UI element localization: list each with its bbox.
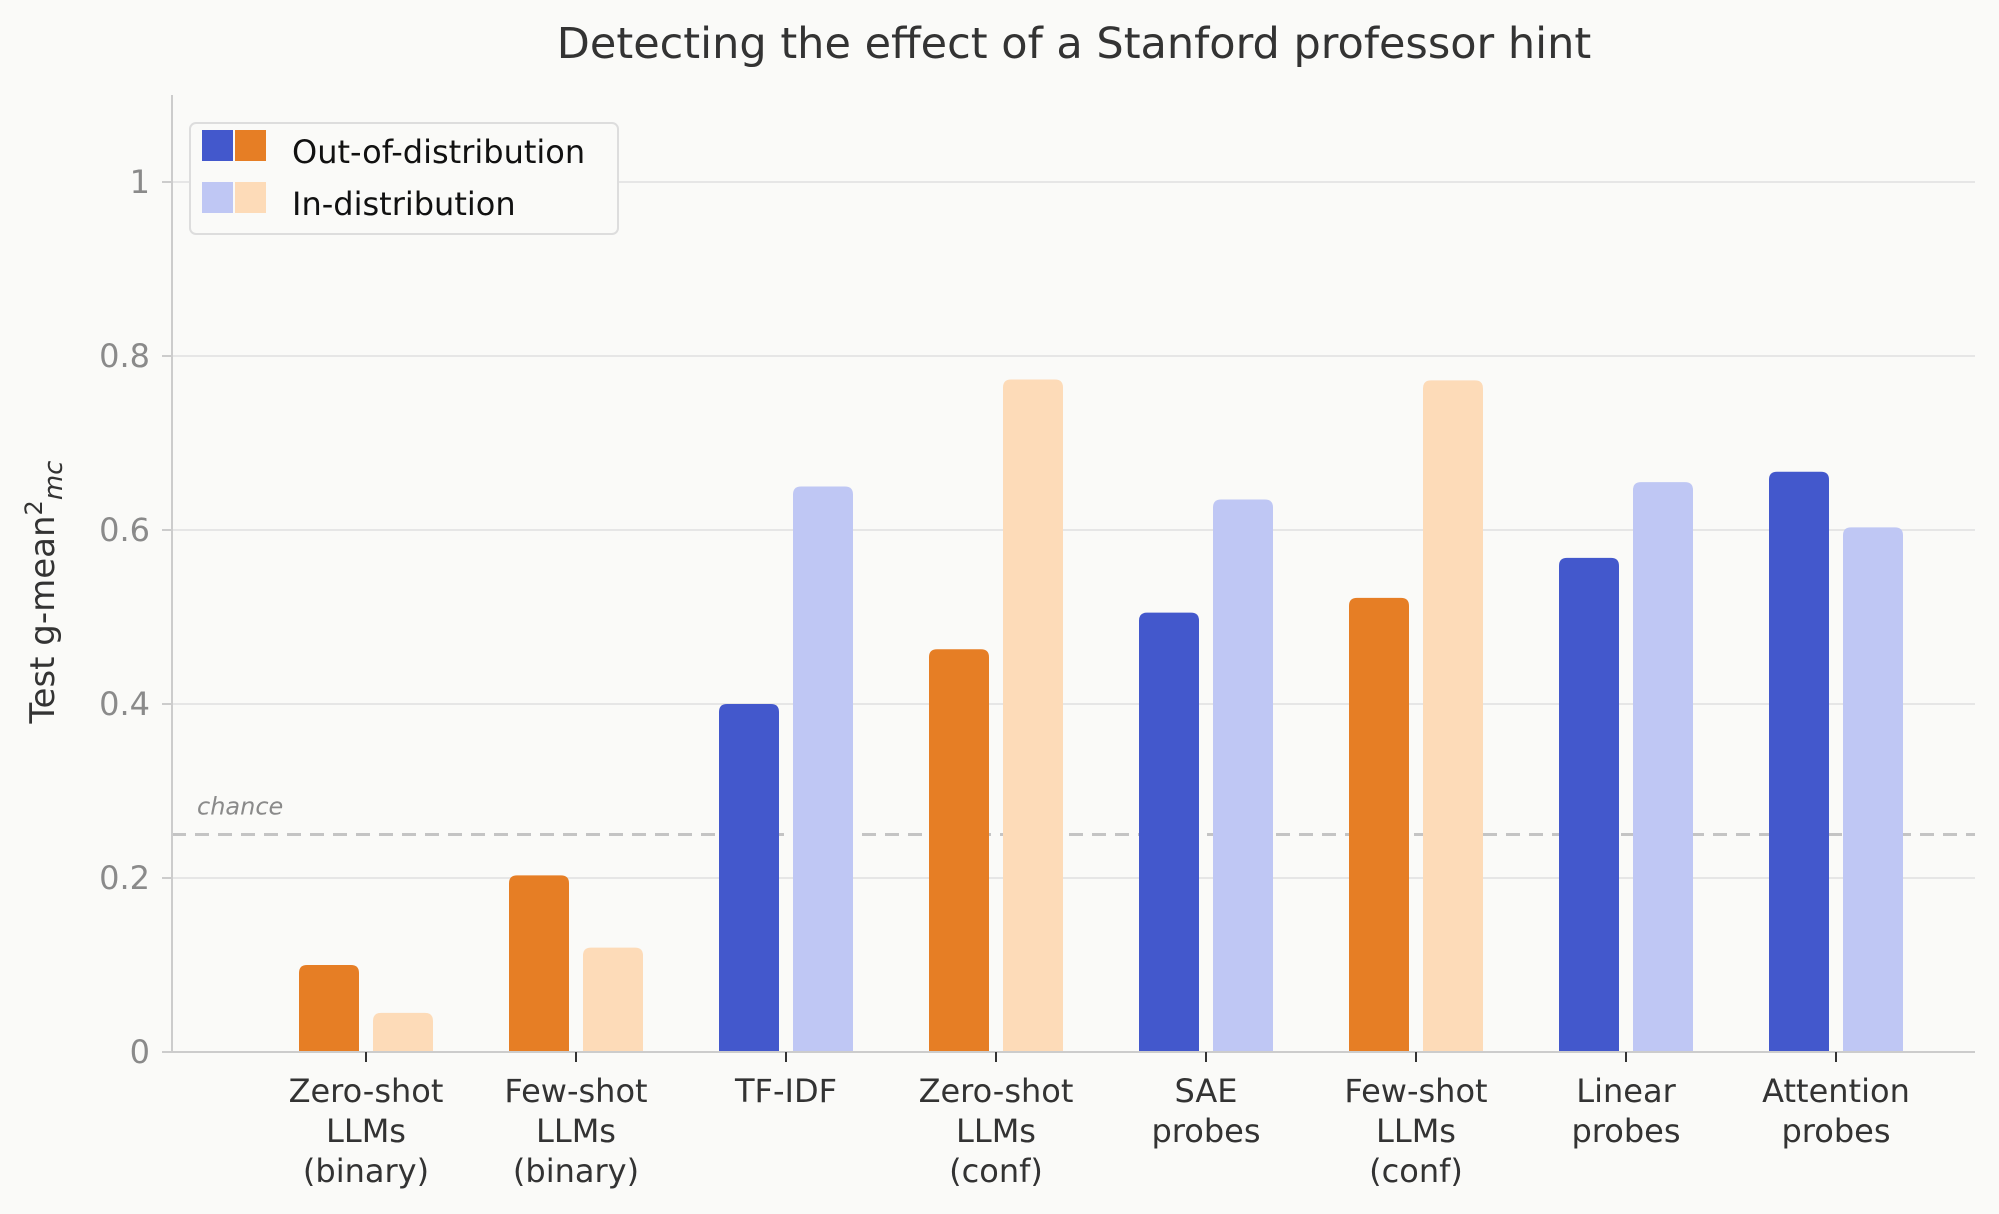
x-tick-label-1: Few-shot LLMs (binary) xyxy=(504,1072,647,1190)
x-tick-label-line: (conf) xyxy=(949,1152,1043,1190)
x-tick-label-line: Attention xyxy=(1762,1072,1910,1110)
x-tick-label-line: probes xyxy=(1781,1112,1890,1150)
bar-id-0 xyxy=(373,1012,433,1051)
x-tick-label-line: LLMs xyxy=(536,1112,616,1150)
bar-ood-7 xyxy=(1769,471,1829,1052)
chance-layer: chance xyxy=(172,793,1975,836)
x-tick-label-line: TF-IDF xyxy=(734,1072,837,1110)
bar-ood-0 xyxy=(299,965,359,1051)
x-tick-label-3: Zero-shot LLMs (conf) xyxy=(919,1072,1074,1190)
bar-id-1 xyxy=(583,947,643,1051)
x-tick-label-line: Few-shot xyxy=(1344,1072,1487,1110)
y-tick-label-3: 0.6 xyxy=(99,511,150,549)
chance-label: chance xyxy=(197,793,283,821)
bar-ood-2 xyxy=(719,704,779,1051)
x-tick-label-6: Linear probes xyxy=(1571,1072,1680,1150)
x-tick-label-line: LLMs xyxy=(956,1112,1036,1150)
x-tick-label-4: SAE probes xyxy=(1151,1072,1260,1150)
x-tick-label-line: Zero-shot xyxy=(919,1072,1074,1110)
bars-layer xyxy=(299,379,1903,1052)
legend-label-ood: Out-of-distribution xyxy=(292,133,585,171)
bar-ood-1 xyxy=(509,875,569,1051)
bar-id-7 xyxy=(1843,527,1903,1051)
x-tick-label-5: Few-shot LLMs (conf) xyxy=(1344,1072,1487,1190)
x-tick-label-line: LLMs xyxy=(1376,1112,1456,1150)
y-tick-label-4: 0.8 xyxy=(99,337,150,375)
grid-layer xyxy=(172,181,1975,879)
legend-swatch-id-llm xyxy=(235,182,266,213)
x-tick-label-line: SAE xyxy=(1174,1072,1237,1110)
x-tick-label-line: (binary) xyxy=(303,1152,429,1190)
y-tick-label-2: 0.4 xyxy=(99,685,150,723)
x-tick-label-line: Few-shot xyxy=(504,1072,647,1110)
bar-ood-4 xyxy=(1139,612,1199,1051)
x-tick-label-line: (conf) xyxy=(1369,1152,1463,1190)
bar-id-4 xyxy=(1213,499,1273,1051)
x-tick-label-line: LLMs xyxy=(326,1112,406,1150)
bar-id-5 xyxy=(1423,380,1483,1051)
legend-swatch-ood-probe xyxy=(202,130,233,161)
x-tick-label-line: probes xyxy=(1571,1112,1680,1150)
legend-swatch-id-probe xyxy=(202,182,233,213)
legend-swatch-ood-llm xyxy=(235,130,266,161)
y-axis-label: Test g-mean2mc xyxy=(20,461,69,725)
x-tick-label-line: probes xyxy=(1151,1112,1260,1150)
chart-title: Detecting the effect of a Stanford profe… xyxy=(557,19,1591,69)
x-tick-label-7: Attention probes xyxy=(1762,1072,1910,1150)
axes-layer xyxy=(162,95,1975,1062)
x-tick-label-line: Zero-shot xyxy=(289,1072,444,1110)
y-tick-label-5: 1 xyxy=(130,163,150,201)
legend-label-id: In-distribution xyxy=(292,185,516,223)
x-tick-label-2: TF-IDF xyxy=(734,1072,837,1110)
bar-id-2 xyxy=(793,486,853,1051)
y-tick-label-0: 0 xyxy=(130,1033,150,1071)
bar-ood-6 xyxy=(1559,557,1619,1051)
y-tick-label-1: 0.2 xyxy=(99,859,150,897)
bar-id-3 xyxy=(1003,379,1063,1051)
legend: Out-of-distribution In-distribution xyxy=(189,122,619,235)
x-tick-label-line: Linear xyxy=(1576,1072,1676,1110)
bar-id-6 xyxy=(1633,482,1693,1051)
bar-ood-3 xyxy=(929,649,989,1051)
x-tick-label-0: Zero-shot LLMs (binary) xyxy=(289,1072,444,1190)
x-tick-label-line: (binary) xyxy=(513,1152,639,1190)
legend-frame xyxy=(189,122,619,235)
bar-ood-5 xyxy=(1349,597,1409,1051)
